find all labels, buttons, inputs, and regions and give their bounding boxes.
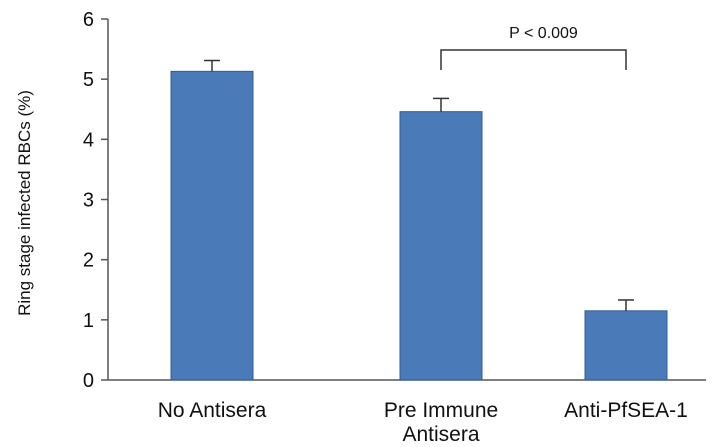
y-axis-label: Ring stage infected RBCs (%)	[15, 90, 34, 316]
significance-bracket	[440, 49, 627, 70]
y-tick-label: 5	[83, 69, 94, 91]
y-tick-label: 1	[83, 310, 94, 332]
y-tick-label: 4	[83, 129, 94, 151]
y-tick-label: 0	[83, 370, 94, 392]
x-category-label: Antisera	[402, 423, 479, 446]
significance-annotation: P < 0.009	[440, 25, 627, 70]
error-bars	[204, 59, 634, 311]
y-tick-label: 2	[83, 250, 94, 272]
y-axis-ticks: 0 1 2 3 4 5 6	[83, 9, 108, 392]
bar	[584, 310, 668, 381]
x-category-label: Anti-PfSEA-1	[564, 399, 688, 422]
x-category-label: Pre Immune	[384, 399, 498, 422]
chart-bars	[170, 70, 668, 381]
y-tick-label: 6	[83, 9, 94, 31]
bar	[399, 111, 483, 381]
x-category-label: No Antisera	[158, 399, 267, 422]
y-tick-label: 3	[83, 190, 94, 212]
p-value-label: P < 0.009	[509, 25, 578, 42]
bar	[170, 70, 254, 381]
